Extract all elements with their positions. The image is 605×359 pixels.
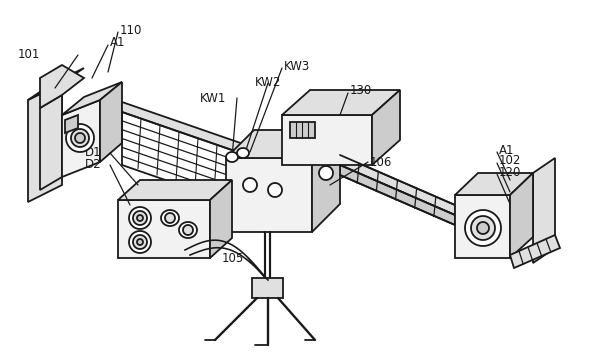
Polygon shape <box>133 211 147 225</box>
Text: 101: 101 <box>18 48 41 61</box>
Text: A1: A1 <box>110 37 125 50</box>
Polygon shape <box>161 210 179 226</box>
Polygon shape <box>340 155 455 215</box>
Text: 105: 105 <box>222 252 244 265</box>
Polygon shape <box>62 82 122 115</box>
Polygon shape <box>237 148 249 158</box>
Polygon shape <box>183 225 193 235</box>
Polygon shape <box>118 200 210 258</box>
Polygon shape <box>340 165 455 225</box>
Polygon shape <box>75 133 85 143</box>
Polygon shape <box>137 239 143 245</box>
Text: 110: 110 <box>120 23 142 37</box>
Polygon shape <box>62 100 100 177</box>
Text: D1: D1 <box>85 146 102 159</box>
Text: D2: D2 <box>85 159 102 172</box>
Polygon shape <box>268 183 282 197</box>
Polygon shape <box>65 115 78 133</box>
Polygon shape <box>129 207 151 229</box>
Text: 106: 106 <box>370 155 393 168</box>
Text: 120: 120 <box>499 165 522 178</box>
Polygon shape <box>165 213 175 223</box>
Polygon shape <box>282 115 372 165</box>
Polygon shape <box>133 235 147 249</box>
Polygon shape <box>137 215 143 221</box>
Polygon shape <box>471 216 495 240</box>
Text: 102: 102 <box>499 154 522 168</box>
Polygon shape <box>28 83 62 202</box>
Text: KW3: KW3 <box>284 60 310 73</box>
Polygon shape <box>290 122 315 138</box>
Polygon shape <box>210 180 232 258</box>
Polygon shape <box>319 166 333 180</box>
Polygon shape <box>71 129 89 147</box>
Polygon shape <box>465 210 501 246</box>
Polygon shape <box>28 68 84 100</box>
Polygon shape <box>40 95 62 190</box>
Polygon shape <box>533 158 555 263</box>
Polygon shape <box>372 90 400 165</box>
Polygon shape <box>122 102 255 158</box>
Polygon shape <box>100 82 122 162</box>
Polygon shape <box>252 278 283 298</box>
Polygon shape <box>118 180 232 200</box>
Polygon shape <box>66 124 94 152</box>
Polygon shape <box>477 222 489 234</box>
Polygon shape <box>129 231 151 253</box>
Text: A1: A1 <box>499 144 514 157</box>
Text: KW2: KW2 <box>255 75 281 89</box>
Polygon shape <box>179 222 197 238</box>
Polygon shape <box>226 130 340 158</box>
Polygon shape <box>40 65 84 108</box>
Polygon shape <box>510 173 533 258</box>
Polygon shape <box>510 235 560 268</box>
Polygon shape <box>243 178 257 192</box>
Text: KW1: KW1 <box>200 92 226 104</box>
Polygon shape <box>455 173 533 195</box>
Polygon shape <box>226 152 238 162</box>
Polygon shape <box>455 195 510 258</box>
Polygon shape <box>282 90 400 115</box>
Polygon shape <box>312 130 340 232</box>
Polygon shape <box>226 158 312 232</box>
Text: 130: 130 <box>350 84 372 98</box>
